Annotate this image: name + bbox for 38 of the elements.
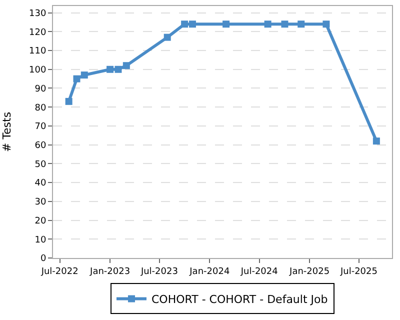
legend-label: COHORT - COHORT - Default Job [152,292,328,306]
y-tick-label: 100 [29,66,46,76]
point [264,20,272,28]
y-tick-label: 0 [40,254,46,264]
y-tick-label: 110 [29,46,46,57]
x-tick-label: Jul-2023 [140,266,178,277]
point [114,66,122,73]
y-axis-title: # Tests [0,112,14,152]
x-tick-label: Jan-2023 [89,266,130,277]
point [181,20,188,28]
y-tick-label: 40 [34,178,46,189]
x-tick-label: Jul-2022 [40,266,78,277]
x-tick-label: Jan-2025 [288,266,330,277]
x-tick-label: Jul-2025 [339,266,378,277]
point [281,20,288,28]
point [106,66,114,73]
point [372,138,380,145]
y-tick-label: 30 [34,198,46,208]
y-tick-label: 120 [29,28,46,38]
point [164,34,171,41]
point [298,20,305,28]
y-tick-label: 130 [29,8,46,19]
point [65,98,72,105]
point [80,72,88,79]
y-tick-label: 70 [34,122,46,132]
point [73,75,80,82]
y-tick-label: 80 [34,103,46,114]
point [188,20,196,28]
x-tick-label: Jan-2024 [188,266,230,277]
point [322,20,330,28]
y-tick-label: 10 [34,235,46,246]
y-tick-label: 20 [34,216,46,226]
point [122,62,130,70]
y-tick-label: 60 [34,140,46,151]
y-tick-label: 50 [34,160,46,170]
y-tick-label: 90 [34,84,46,94]
x-tick-label: Jul-2024 [240,266,278,277]
point [222,20,230,28]
